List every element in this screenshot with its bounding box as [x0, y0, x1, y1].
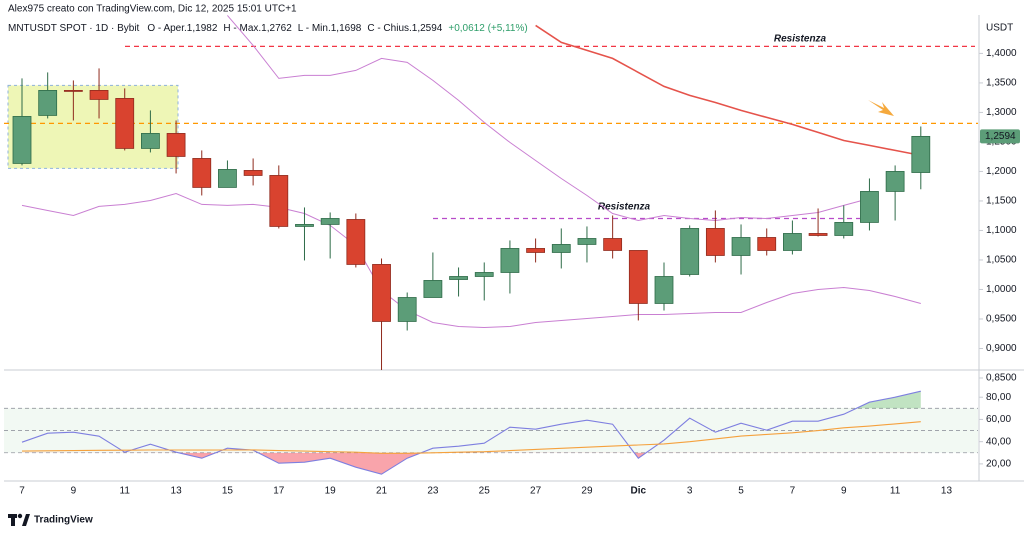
candle-body: [911, 135, 931, 173]
x-tick-label: 17: [273, 486, 285, 497]
x-tick-label: 3: [687, 486, 693, 497]
level-label: Resistenza: [774, 34, 827, 45]
x-tick-label: 23: [427, 486, 439, 497]
y-tick-label: 20,00: [986, 459, 1011, 470]
x-tick-label: 9: [841, 486, 847, 497]
candle-body: [628, 250, 648, 304]
candle-body: [320, 218, 340, 225]
candle-body: [449, 276, 468, 280]
x-tick-label: 29: [581, 486, 593, 497]
candle-body: [12, 116, 32, 164]
y-tick-label: 1,1000: [986, 225, 1017, 236]
ohlc-low: L - Min.1,1698: [298, 23, 362, 34]
x-tick-label: 25: [479, 486, 491, 497]
ohlc-high: H - Max.1,2762: [223, 23, 292, 34]
candle-body: [166, 133, 186, 157]
candle-body: [885, 171, 905, 192]
indicator-line: [21, 192, 921, 329]
candle-body: [269, 175, 289, 227]
candle-body: [423, 280, 443, 298]
candle-body: [63, 90, 83, 92]
candle-body: [372, 264, 391, 322]
candle-body: [654, 276, 674, 304]
candle-body: [38, 90, 58, 116]
candle-body: [680, 228, 700, 275]
ohlc-change: +0,0612 (+5,11%): [448, 23, 527, 34]
candle-body: [89, 90, 109, 100]
candle-body: [860, 191, 879, 223]
candle-body: [783, 233, 802, 251]
logo-mark: [22, 514, 30, 526]
x-tick-label: 13: [941, 486, 953, 497]
candle-body: [705, 228, 725, 256]
candle-body: [243, 170, 263, 176]
candle-body: [551, 244, 571, 253]
candle-body: [500, 248, 520, 273]
candle-body: [577, 238, 597, 245]
y-tick-label: 1,3500: [986, 78, 1017, 89]
candle-body: [397, 297, 417, 322]
x-tick-label: 11: [890, 486, 901, 497]
x-tick-label: 15: [222, 486, 234, 497]
candle-body: [808, 233, 828, 236]
x-tick-label: Dic: [631, 486, 647, 497]
indicator-line: [535, 24, 921, 157]
candle-body: [192, 158, 212, 188]
rsi-line: [21, 390, 921, 475]
ohlc-open: O - Aper.1,1982: [147, 23, 217, 34]
y-tick-label: 1,0500: [986, 255, 1017, 266]
x-tick-label: 11: [120, 486, 131, 497]
candle-body: [526, 248, 545, 253]
y-tick-label: 1,4000: [986, 48, 1017, 59]
y-tick-label: 1,2000: [986, 166, 1017, 177]
rsi-line: [21, 421, 921, 454]
logo: TradingView: [8, 513, 93, 526]
candle-body: [346, 219, 366, 265]
ohlc-close: C - Chius.1,2594: [367, 23, 442, 34]
legend-line: MNTUSDT SPOT · 1D · Bybit O - Aper.1,1982…: [8, 23, 528, 34]
rsi-pane: [4, 390, 978, 475]
x-tick-label: 7: [19, 486, 25, 497]
price-pane: Resistenza Resistenza: [4, 15, 978, 370]
y-tick-label: 0,9000: [986, 343, 1017, 354]
x-tick-label: 13: [171, 486, 183, 497]
y-tick-label: 1,3000: [986, 107, 1017, 118]
candle-body: [115, 98, 135, 149]
x-tick-label: 21: [376, 486, 388, 497]
y-tick-label: 1,1500: [986, 196, 1017, 207]
candle-body: [218, 169, 237, 188]
y-tick-label: 80,00: [986, 392, 1011, 403]
y-tick-label: 40,00: [986, 436, 1011, 447]
x-tick-label: 5: [738, 486, 744, 497]
last-price-label: 1,2594: [985, 131, 1016, 142]
y-tick-label: 0,8500: [986, 373, 1017, 384]
symbol: MNTUSDT SPOT · 1D · Bybit: [8, 23, 140, 34]
x-tick-label: 7: [790, 486, 796, 497]
logo-text: TradingView: [34, 515, 93, 526]
x-tick-label: 27: [530, 486, 542, 497]
candle-body: [474, 272, 494, 277]
currency: USDT: [986, 23, 1013, 34]
arrow-annotation: [868, 100, 894, 116]
logo-mark: [11, 514, 15, 526]
candle-body: [603, 238, 623, 251]
candle-body: [731, 237, 751, 256]
candle-body: [757, 237, 777, 251]
candle-body: [295, 224, 314, 227]
y-tick-label: 0,9500: [986, 314, 1017, 325]
y-tick-label: 1,0000: [986, 284, 1017, 295]
candle-body: [834, 222, 854, 236]
x-tick-label: 19: [325, 486, 337, 497]
indicator-line: [227, 15, 870, 222]
candle-body: [140, 133, 160, 149]
x-tick-label: 9: [71, 486, 77, 497]
y-tick-label: 60,00: [986, 414, 1011, 425]
logo-mark: [17, 513, 23, 519]
attribution: Alex975 creato con TradingView.com, Dic …: [8, 4, 297, 15]
last-price-tag: [980, 129, 1020, 144]
level-label: Resistenza: [598, 202, 651, 213]
axes: 0,8500 0,9000 0,9500 1,0000 1,0500 1,1000 1,15…: [19, 48, 1020, 497]
